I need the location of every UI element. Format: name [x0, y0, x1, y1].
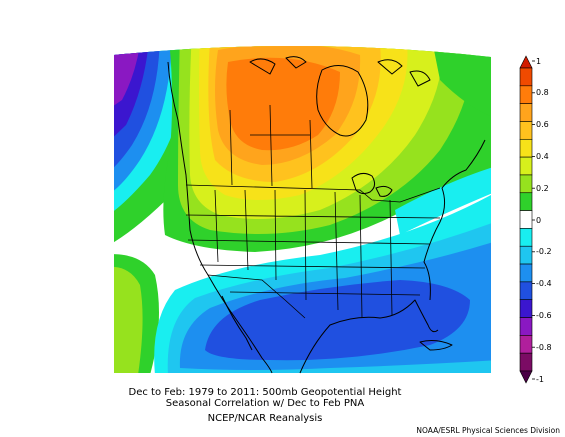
colorbar-tick-label: -0.8 — [536, 342, 552, 352]
colorbar-band — [519, 335, 533, 354]
colorbar-band — [519, 317, 533, 336]
great-lakes — [351, 172, 393, 197]
us-mexico-border — [207, 274, 306, 319]
baja-peninsula — [221, 295, 253, 351]
colorbar-band — [519, 67, 533, 87]
map-subtitle: Seasonal Correlation w/ Dec to Feb PNA — [165, 398, 365, 409]
coastlines — [167, 56, 486, 374]
colorbar-tick-label: 0.8 — [536, 88, 549, 98]
colorbar-band — [519, 174, 533, 194]
arctic-islands — [249, 56, 431, 87]
field-pos-orange — [226, 57, 340, 151]
data-source: NCEP/NCAR Reanalysis — [207, 413, 323, 424]
map-title: Dec to Feb: 1979 to 2011: 500mb Geopoten… — [128, 387, 402, 398]
colorbar-band — [519, 103, 533, 122]
colorbar-band — [519, 210, 533, 229]
colorbar-tick-label: 1 — [536, 56, 542, 66]
atlantic-coast — [423, 139, 486, 301]
credit-label: NOAA/ESRL Physical Sciences Division — [416, 426, 560, 435]
province-lines — [229, 104, 313, 189]
hudson-bay — [316, 65, 369, 137]
colorbar-tick-label: 0.2 — [536, 183, 549, 193]
colorbar-band — [519, 85, 533, 104]
colorbar-band — [519, 370, 533, 384]
us-canada-border — [185, 184, 441, 203]
colorbar-band — [519, 245, 533, 265]
colorbar-tick-label: -0.4 — [536, 279, 552, 289]
colorbar-tick-label: 0.4 — [536, 151, 549, 161]
field-neg-deep — [205, 280, 470, 361]
colorbar-tick-label: 0 — [536, 215, 542, 225]
cuba — [419, 340, 453, 351]
colorbar — [519, 55, 535, 384]
colorbar-band — [519, 299, 533, 318]
pacific-coast — [167, 61, 273, 374]
colorbar-tick-label: 0.6 — [536, 120, 549, 130]
colorbar-tick-label: -1 — [536, 374, 544, 384]
colorbar-band — [519, 121, 533, 140]
colorbar-band — [519, 352, 533, 372]
state-lines — [185, 189, 441, 319]
colorbar-band — [519, 138, 533, 158]
colorbar-band — [519, 228, 533, 247]
colorbar-band — [519, 55, 533, 69]
colorbar-band — [519, 192, 533, 211]
map-field — [114, 45, 491, 373]
colorbar-band — [519, 281, 533, 301]
colorbar-tick-label: -0.6 — [536, 310, 552, 320]
colorbar-tick-label: -0.2 — [536, 247, 552, 257]
gulf-coast — [299, 299, 439, 374]
field-sw-lightgreen — [114, 266, 143, 373]
political-borders — [185, 104, 441, 319]
colorbar-band — [519, 263, 533, 283]
colorbar-band — [519, 156, 533, 176]
